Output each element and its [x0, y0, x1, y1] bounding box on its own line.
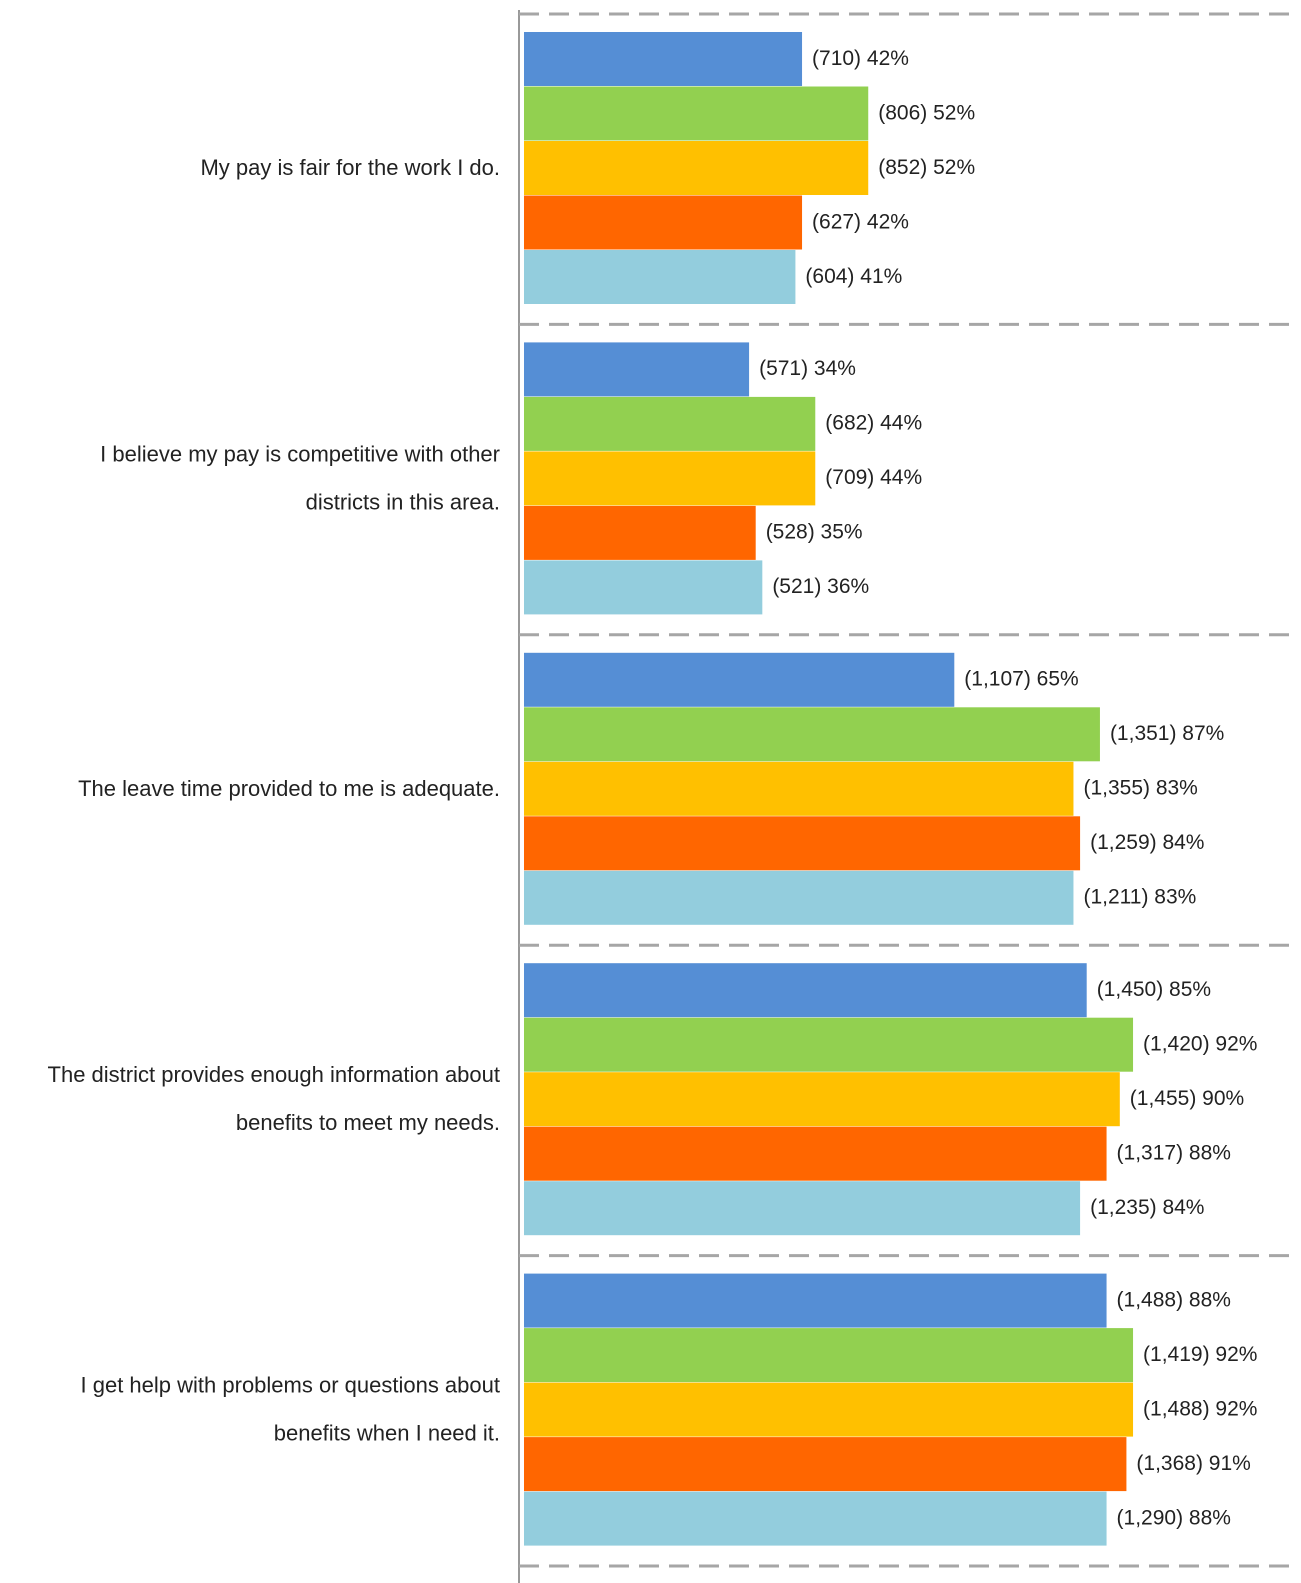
value-label: (1,455) 90% [1130, 1087, 1244, 1110]
bar [524, 1181, 1081, 1236]
value-label: (710) 42% [812, 47, 909, 70]
bar [524, 963, 1087, 1018]
bar [524, 451, 816, 506]
bar [524, 195, 803, 250]
bar [524, 761, 1074, 816]
value-label: (1,419) 92% [1143, 1343, 1257, 1366]
value-label: (1,420) 92% [1143, 1032, 1257, 1055]
value-label: (528) 35% [766, 521, 863, 544]
value-label: (1,211) 83% [1083, 886, 1196, 909]
value-label: (1,488) 88% [1117, 1288, 1231, 1311]
value-label: (1,317) 88% [1117, 1141, 1231, 1164]
bar [524, 707, 1100, 762]
value-label: (682) 44% [825, 412, 922, 435]
bar [524, 141, 869, 195]
category-label: I get help with problems or questions ab… [81, 1373, 500, 1398]
bar [524, 652, 955, 707]
value-label: (852) 52% [878, 156, 975, 179]
value-label: (604) 41% [805, 265, 902, 288]
category-label: My pay is fair for the work I do. [200, 155, 500, 180]
value-label: (1,290) 88% [1117, 1506, 1231, 1529]
value-label: (571) 34% [759, 357, 856, 380]
bar [524, 1273, 1107, 1328]
bar [524, 1437, 1127, 1492]
bar [524, 870, 1074, 925]
value-label: (806) 52% [878, 101, 975, 124]
value-label: (1,368) 91% [1136, 1452, 1250, 1475]
bar [524, 505, 756, 560]
category-label: The district provides enough information… [48, 1062, 500, 1087]
value-label: (521) 36% [772, 575, 869, 598]
bar [524, 1328, 1134, 1383]
bar [524, 32, 803, 86]
value-label: (1,355) 83% [1083, 777, 1197, 800]
value-label: (1,235) 84% [1090, 1196, 1204, 1219]
bar [524, 560, 763, 615]
bar [524, 250, 796, 304]
value-label: (1,488) 92% [1143, 1397, 1257, 1420]
bar [524, 396, 816, 451]
bar [524, 1491, 1107, 1546]
bar [524, 1126, 1107, 1181]
value-label: (1,259) 84% [1090, 831, 1204, 854]
category-label: benefits to meet my needs. [236, 1110, 500, 1135]
category-label: I believe my pay is competitive with oth… [100, 441, 500, 466]
value-label: (1,351) 87% [1110, 722, 1224, 745]
bar [524, 1017, 1134, 1072]
bar [524, 86, 869, 141]
category-label: benefits when I need it. [274, 1421, 500, 1446]
value-label: (709) 44% [825, 466, 922, 489]
value-label: (1,450) 85% [1097, 978, 1211, 1001]
bar [524, 816, 1081, 871]
category-label: The leave time provided to me is adequat… [78, 776, 500, 801]
bar [524, 342, 750, 397]
bar [524, 1382, 1134, 1437]
value-label: (627) 42% [812, 210, 909, 233]
value-label: (1,107) 65% [964, 668, 1078, 691]
category-label: districts in this area. [306, 489, 500, 514]
bar [524, 1072, 1120, 1127]
